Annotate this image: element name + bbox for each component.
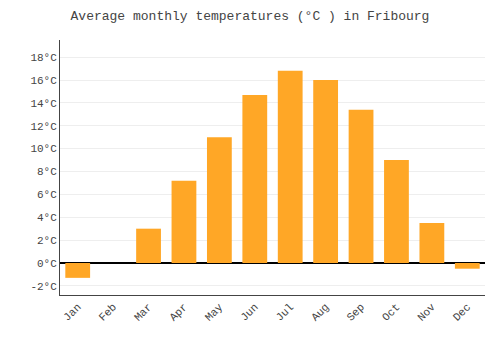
svg-text:2°C: 2°C xyxy=(37,235,57,247)
svg-text:Dec: Dec xyxy=(451,301,473,323)
svg-text:-2°C: -2°C xyxy=(30,281,57,293)
svg-text:10°C: 10°C xyxy=(30,143,57,155)
svg-text:4°C: 4°C xyxy=(37,212,57,224)
svg-text:Jun: Jun xyxy=(238,301,260,323)
svg-text:16°C: 16°C xyxy=(30,75,57,87)
svg-text:Average monthly temperatures (: Average monthly temperatures (°C ) in Fr… xyxy=(71,9,430,24)
svg-text:Nov: Nov xyxy=(415,301,438,324)
svg-text:Aug: Aug xyxy=(309,301,331,323)
svg-text:Oct: Oct xyxy=(380,301,402,323)
svg-text:Jul: Jul xyxy=(274,301,296,323)
svg-text:18°C: 18°C xyxy=(30,52,57,64)
svg-text:May: May xyxy=(203,301,226,324)
svg-text:6°C: 6°C xyxy=(37,189,57,201)
svg-text:8°C: 8°C xyxy=(37,166,57,178)
svg-text:Sep: Sep xyxy=(345,301,367,323)
svg-text:14°C: 14°C xyxy=(30,98,57,110)
svg-text:Jan: Jan xyxy=(61,301,83,323)
svg-text:12°C: 12°C xyxy=(30,121,57,133)
svg-text:Apr: Apr xyxy=(167,301,189,323)
svg-text:Feb: Feb xyxy=(97,301,119,323)
svg-text:Mar: Mar xyxy=(132,301,154,323)
svg-text:0°C: 0°C xyxy=(37,258,57,270)
